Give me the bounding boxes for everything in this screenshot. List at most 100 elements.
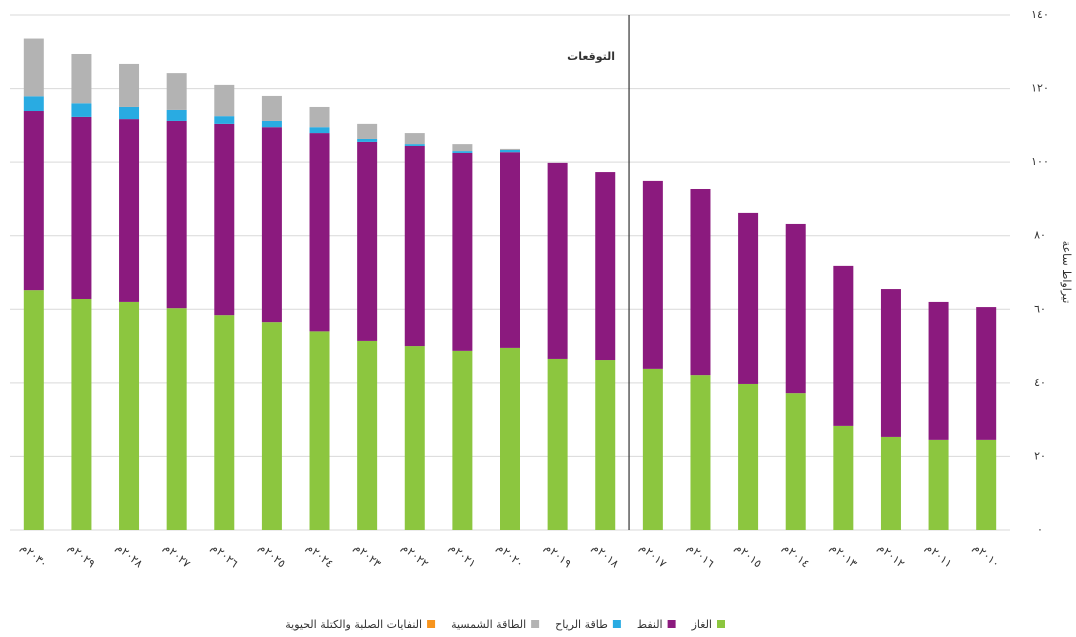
x-tick-label: ٢٠٢٤م	[304, 541, 336, 571]
bar-segment	[261, 127, 282, 323]
y-tick-label: ٤٠	[1034, 376, 1046, 389]
bar-segment	[452, 144, 473, 152]
bar-segment	[833, 265, 854, 426]
x-tick-label: ٢٠١٦م	[685, 541, 717, 571]
bar-segment	[976, 439, 997, 530]
bar-segment	[23, 96, 44, 112]
bar-segment	[357, 340, 378, 530]
bar-segment	[119, 301, 140, 530]
bar-segment	[500, 152, 520, 348]
bar-segment	[261, 322, 282, 530]
bar-segment	[261, 95, 282, 121]
bar-segment	[880, 436, 901, 530]
legend-swatch	[427, 620, 436, 628]
bar-segment	[928, 301, 949, 440]
y-tick-label: ١٢٠	[1031, 82, 1049, 95]
x-tick-label: ٢٠١٧م	[637, 541, 669, 571]
bar-segment	[119, 63, 140, 107]
bar-segment	[785, 393, 806, 530]
bar-segment	[23, 111, 44, 291]
bar-segment	[166, 120, 187, 309]
legend-label: النفايات الصلبة والكتلة الحيوية	[285, 618, 422, 631]
bar-segment	[928, 439, 949, 530]
bar-segment	[71, 116, 92, 299]
legend-swatch	[531, 620, 540, 628]
bar-segment	[404, 144, 425, 146]
bar-segment	[261, 120, 282, 128]
y-tick-label: ١٤٠	[1031, 8, 1049, 21]
bar-segment	[71, 103, 92, 117]
bar-segment	[309, 331, 330, 530]
bar-segment	[214, 116, 235, 124]
y-tick-label: ٢٠	[1034, 449, 1046, 462]
x-tick-label: ٢٠١٥م	[733, 541, 765, 571]
y-tick-label: ٠	[1037, 523, 1043, 536]
bar-segment	[690, 375, 711, 530]
bar-segment	[404, 145, 425, 347]
bar-segment	[119, 106, 140, 120]
x-tick-label: ٢٠١١م	[923, 541, 955, 571]
bar-segment	[166, 73, 187, 110]
x-tick-label: ٢٠٢٦م	[209, 541, 241, 571]
y-tick-label: ٨٠	[1034, 229, 1046, 242]
bar-segment	[690, 188, 711, 376]
bar-segment	[357, 141, 378, 341]
bar-segment	[738, 383, 759, 530]
bar-segment	[309, 133, 330, 332]
x-tick-label: ٢٠٢٨م	[114, 541, 146, 571]
x-tick-label: ٢٠١٩م	[542, 541, 574, 571]
bar-segment	[880, 289, 901, 437]
x-tick-label: ٢٠١٨م	[590, 541, 622, 571]
bar-segment	[404, 133, 425, 145]
bar-segment	[166, 109, 187, 121]
bar-segment	[452, 151, 473, 153]
x-tick-label: ٢٠٢٠م	[494, 541, 526, 571]
y-tick-label: ٦٠	[1034, 302, 1046, 315]
bar-segment	[452, 350, 473, 530]
legend-label: النفط	[637, 618, 663, 631]
bar-segment	[71, 53, 92, 104]
x-tick-label: ٢٠٢٧م	[161, 541, 193, 571]
legend-label: طاقة الرياح	[555, 618, 608, 631]
forecast-annotation: التوقعات	[567, 50, 615, 63]
bar-segment	[214, 315, 235, 530]
x-tick-label: ٢٠٢٣م	[352, 541, 384, 571]
bar-segment	[452, 152, 473, 351]
bar-segment	[404, 346, 425, 530]
x-tick-label: ٢٠١٣م	[828, 541, 860, 571]
x-tick-label: ٢٠٣٠م	[18, 541, 50, 571]
bar-segment	[166, 308, 187, 530]
bar-segment	[23, 38, 44, 97]
bar-segment	[357, 138, 378, 142]
bar-segment	[357, 123, 378, 139]
x-tick-label: ٢٠١٤م	[780, 541, 812, 571]
bar-segment	[309, 127, 330, 134]
bar-segment	[547, 162, 568, 359]
bar-segment	[500, 148, 520, 151]
x-tick-label: ٢٠٢٥م	[256, 541, 288, 571]
legend-label: الغاز	[691, 618, 712, 631]
bar-segment	[547, 358, 568, 530]
bar-segment	[119, 119, 140, 302]
bar-segment	[214, 84, 235, 117]
y-axis-label: تيراواط ساعة	[1060, 241, 1073, 304]
bar-segment	[23, 290, 44, 530]
bar-segment	[976, 307, 997, 440]
bar-segment	[309, 106, 330, 128]
legend-swatch	[612, 620, 621, 628]
y-tick-label: ١٠٠	[1031, 155, 1049, 168]
x-tick-label: ٢٠١٢م	[875, 541, 907, 571]
bar-segment	[785, 223, 806, 394]
x-tick-label: ٢٠١٠م	[971, 541, 1003, 571]
x-tick-label: ٢٠٢١م	[447, 541, 479, 571]
bar-segment	[71, 298, 92, 530]
x-tick-label: ٢٠٢٩م	[66, 541, 98, 571]
bar-segment	[500, 347, 520, 530]
bar-segment	[214, 123, 235, 316]
bar-segment	[642, 368, 663, 530]
bar-segment	[642, 180, 663, 369]
bar-segment	[738, 212, 759, 384]
legend-label: الطاقة الشمسية	[451, 618, 526, 631]
legend-swatch	[717, 620, 725, 628]
